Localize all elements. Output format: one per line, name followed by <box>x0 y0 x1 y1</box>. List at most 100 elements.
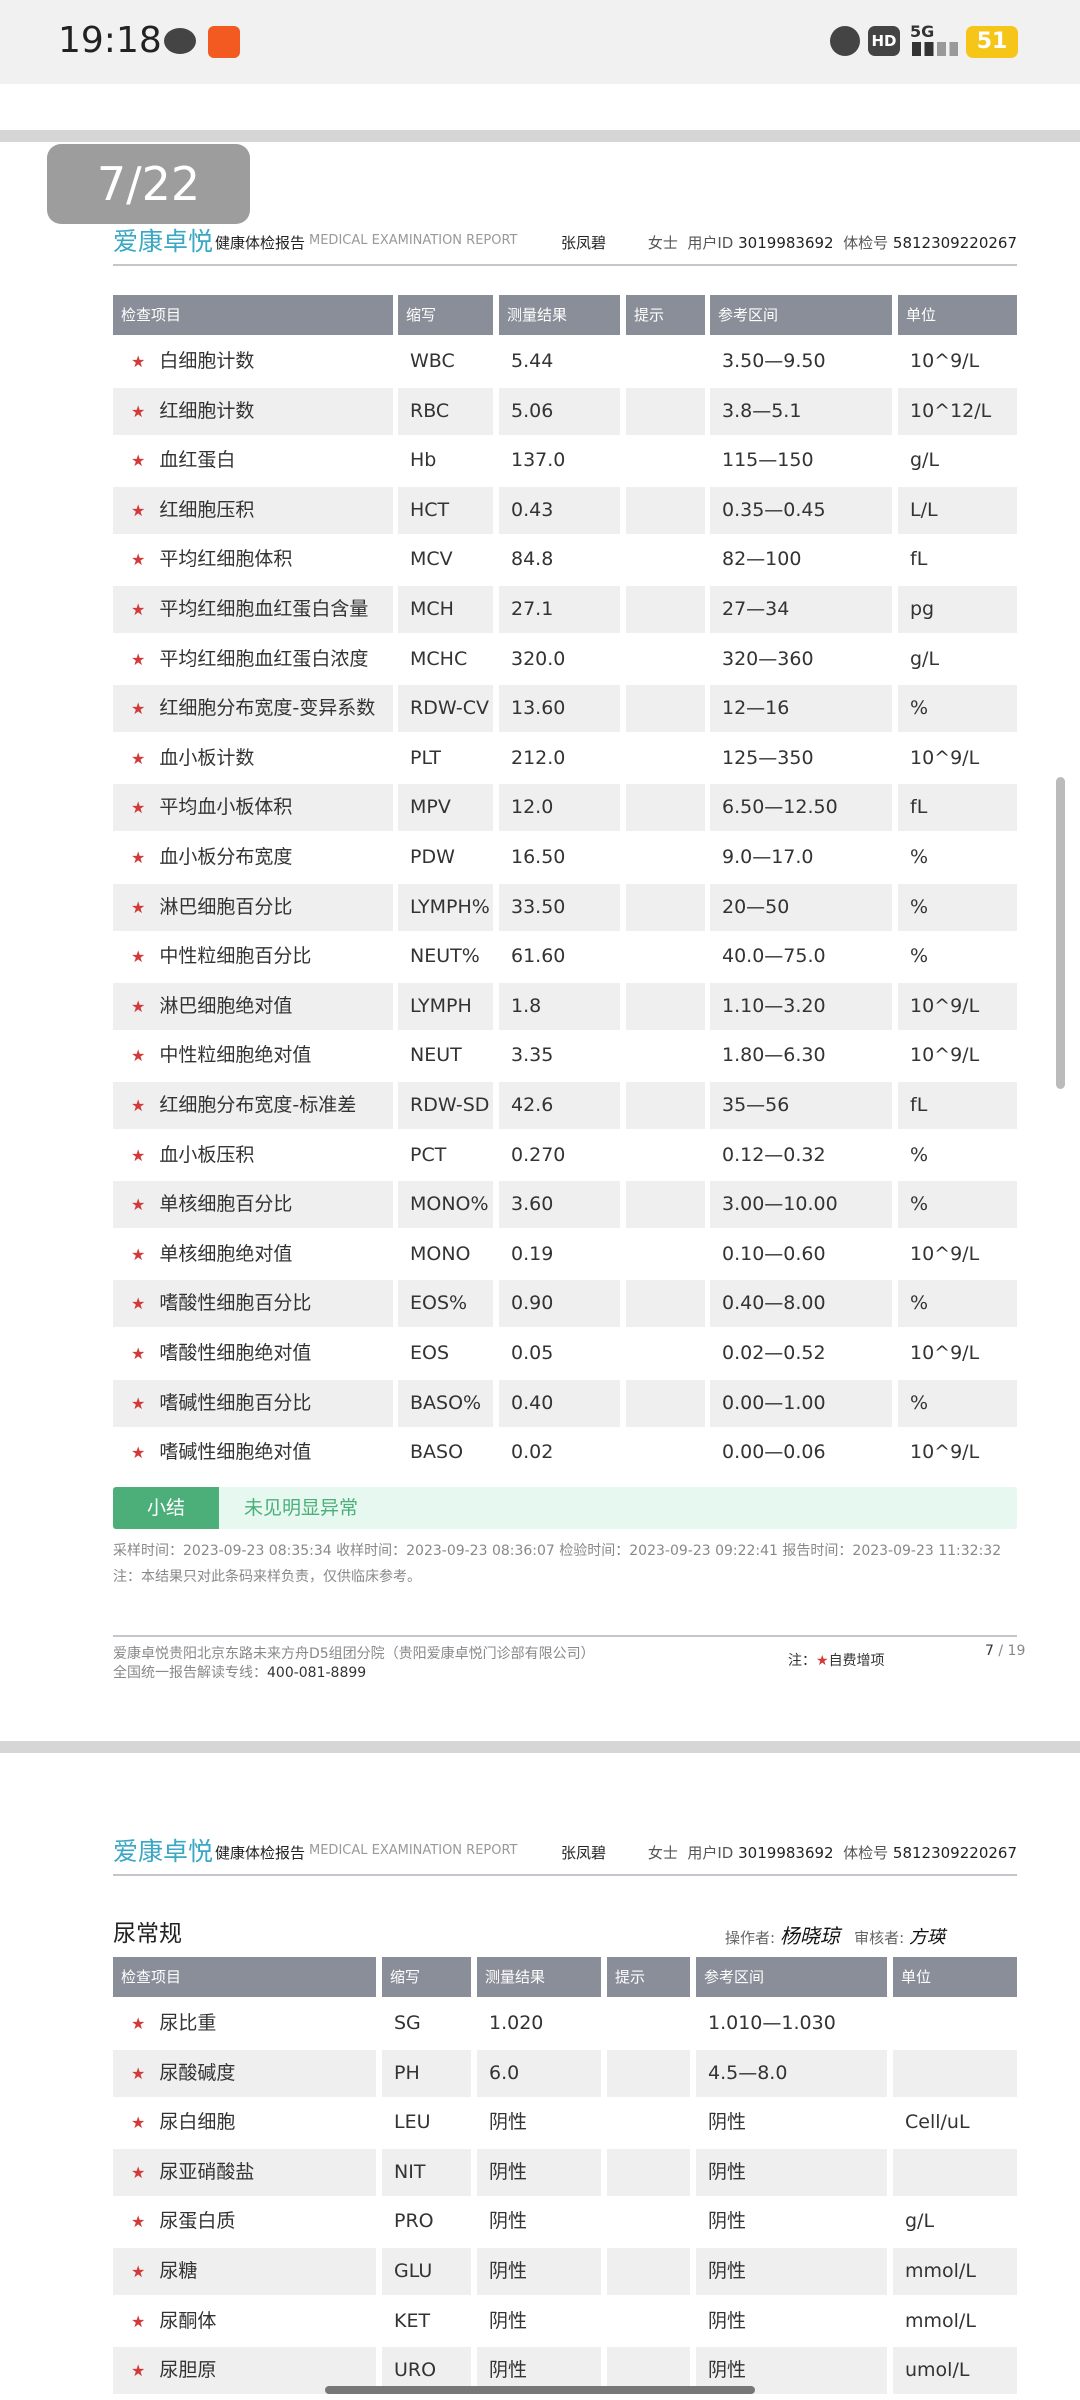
table-cell-hint <box>626 982 705 1030</box>
cell-text: PCT <box>410 1143 447 1166</box>
table-cell-abbr: MCHC <box>398 636 493 683</box>
signatures: 操作者: 杨晓琼 审核者: 方瑛 <box>725 1924 945 1948</box>
cell-text: 0.00—1.00 <box>722 1391 826 1414</box>
cell-text: PDW <box>410 846 455 868</box>
cell-text: 阴性 <box>708 2309 747 2332</box>
table-cell-range: 阴性 <box>696 2148 887 2196</box>
table-cell-item: ★ 红细胞分布宽度-标准差 <box>113 1082 393 1129</box>
cell-text: 阴性 <box>708 2111 747 2134</box>
cell-text: 3.50—9.50 <box>722 350 826 372</box>
gesture-bar[interactable] <box>325 2386 755 2394</box>
table-cell-result: 27.1 <box>499 586 620 633</box>
cell-text: pg <box>910 598 935 620</box>
signal-bars-icon <box>912 42 958 56</box>
table-cell-abbr: MONO% <box>398 1181 493 1229</box>
signal-icon: 5G <box>910 22 935 41</box>
table-cell-result: 0.19 <box>499 1231 620 1278</box>
table-cell-hint <box>626 784 705 832</box>
cell-text: MPV <box>410 796 451 819</box>
cell-text: 0.10—0.60 <box>722 1242 826 1265</box>
table-cell-abbr: LYMPH <box>398 982 493 1030</box>
table-cell-abbr: LEU <box>382 2099 471 2146</box>
sample-times: 采样时间：2023-09-23 08:35:34 收样时间：2023-09-23… <box>113 1543 1002 1559</box>
column-header-unit: 单位 <box>893 1957 1017 1997</box>
cell-text: 0.270 <box>511 1143 566 1166</box>
cell-text: 1.020 <box>489 2012 544 2034</box>
cell-text: 13.60 <box>511 697 566 720</box>
table-cell-unit: 10^9/L <box>898 982 1017 1030</box>
table-cell-abbr: MONO <box>398 1231 493 1278</box>
cell-text: 10^12/L <box>910 399 992 422</box>
cell-text: 红细胞压积 <box>159 498 255 521</box>
cell-text: MCH <box>410 598 454 620</box>
report-title-en: MEDICAL EXAMINATION REPORT <box>309 233 518 248</box>
cell-text: SG <box>394 2012 421 2034</box>
table-cell-item: ★ 平均红细胞血红蛋白含量 <box>113 586 393 633</box>
table-cell-item: ★ 尿酮体 <box>113 2298 376 2345</box>
table-cell-range: 4.5—8.0 <box>696 2049 887 2097</box>
table-cell-range: 阴性 <box>696 2248 887 2295</box>
cell-text: 嗜碱性细胞百分比 <box>159 1391 312 1414</box>
table-cell-item: ★ 尿蛋白质 <box>113 2198 376 2245</box>
patient-name: 张凤碧 <box>561 234 607 252</box>
star-icon: ★ <box>131 947 146 967</box>
table-cell-result: 42.6 <box>499 1082 620 1129</box>
cell-text: 红细胞分布宽度-变异系数 <box>159 697 376 720</box>
star-icon: ★ <box>131 848 146 867</box>
cell-text: 10^9/L <box>910 1342 980 1364</box>
cell-text: fL <box>910 796 928 819</box>
table-cell-hint <box>626 1181 705 1229</box>
cell-text: 阴性 <box>489 2111 528 2134</box>
table-cell-abbr: NEUT <box>398 1032 493 1079</box>
star-icon: ★ <box>131 996 146 1016</box>
table-cell-unit: pg <box>898 586 1017 633</box>
column-header-hint: 提示 <box>607 1957 690 1997</box>
table-cell-abbr: EOS <box>398 1330 493 1377</box>
app-notification-icon <box>208 26 240 58</box>
cell-text: 尿胆原 <box>159 2359 217 2382</box>
cell-text: % <box>910 697 929 720</box>
cell-text: 中性粒细胞百分比 <box>159 945 312 968</box>
table-cell-result: 0.02 <box>499 1429 620 1476</box>
table-cell-result: 0.43 <box>499 486 620 534</box>
star-icon: ★ <box>131 2014 146 2033</box>
column-header-hint: 提示 <box>626 295 705 335</box>
table-cell-hint <box>626 1280 705 1328</box>
table-cell-item: ★ 平均血小板体积 <box>113 784 393 832</box>
table-cell-unit: mmol/L <box>893 2298 1017 2345</box>
cell-text: 0.90 <box>511 1292 554 1315</box>
cell-text: 82—100 <box>722 548 802 571</box>
page-number: 7 / 19 <box>985 1643 1026 1659</box>
cell-text: PRO <box>394 2210 434 2233</box>
table-cell-range: 6.50—12.50 <box>710 784 892 832</box>
cell-text: % <box>910 895 929 918</box>
cell-text: PLT <box>410 746 442 769</box>
table-cell-item: ★ 淋巴细胞绝对值 <box>113 982 393 1030</box>
cell-text: 12.0 <box>511 796 554 819</box>
scrollbar[interactable] <box>1056 777 1065 1089</box>
table-cell-unit: g/L <box>898 437 1017 484</box>
table-cell-unit: 10^12/L <box>898 387 1017 435</box>
table-cell-result: 16.50 <box>499 834 620 881</box>
cell-text: 212.0 <box>511 746 566 769</box>
table-cell-result: 137.0 <box>499 437 620 484</box>
cell-text: 16.50 <box>511 846 566 868</box>
cell-text: 阴性 <box>708 2210 747 2233</box>
cell-text: MCV <box>410 548 453 571</box>
page-indicator: 7/22 <box>47 144 250 224</box>
table-cell-unit: % <box>898 1132 1017 1179</box>
table-cell-result: 阴性 <box>477 2099 601 2146</box>
table-cell-unit <box>893 2000 1017 2047</box>
table-cell-hint <box>626 1032 705 1079</box>
cell-text: 10^9/L <box>910 746 980 769</box>
column-header-item: 检查项目 <box>113 295 393 335</box>
star-icon: ★ <box>131 500 146 520</box>
table-cell-item: ★ 红细胞计数 <box>113 387 393 435</box>
table-cell-range: 3.50—9.50 <box>710 338 892 385</box>
table-cell-unit: % <box>898 883 1017 931</box>
table-cell-range: 320—360 <box>710 636 892 683</box>
column-header-result: 测量结果 <box>499 295 620 335</box>
star-icon: ★ <box>131 352 146 371</box>
table-cell-abbr: KET <box>382 2298 471 2345</box>
cell-text: LYMPH% <box>410 895 490 918</box>
